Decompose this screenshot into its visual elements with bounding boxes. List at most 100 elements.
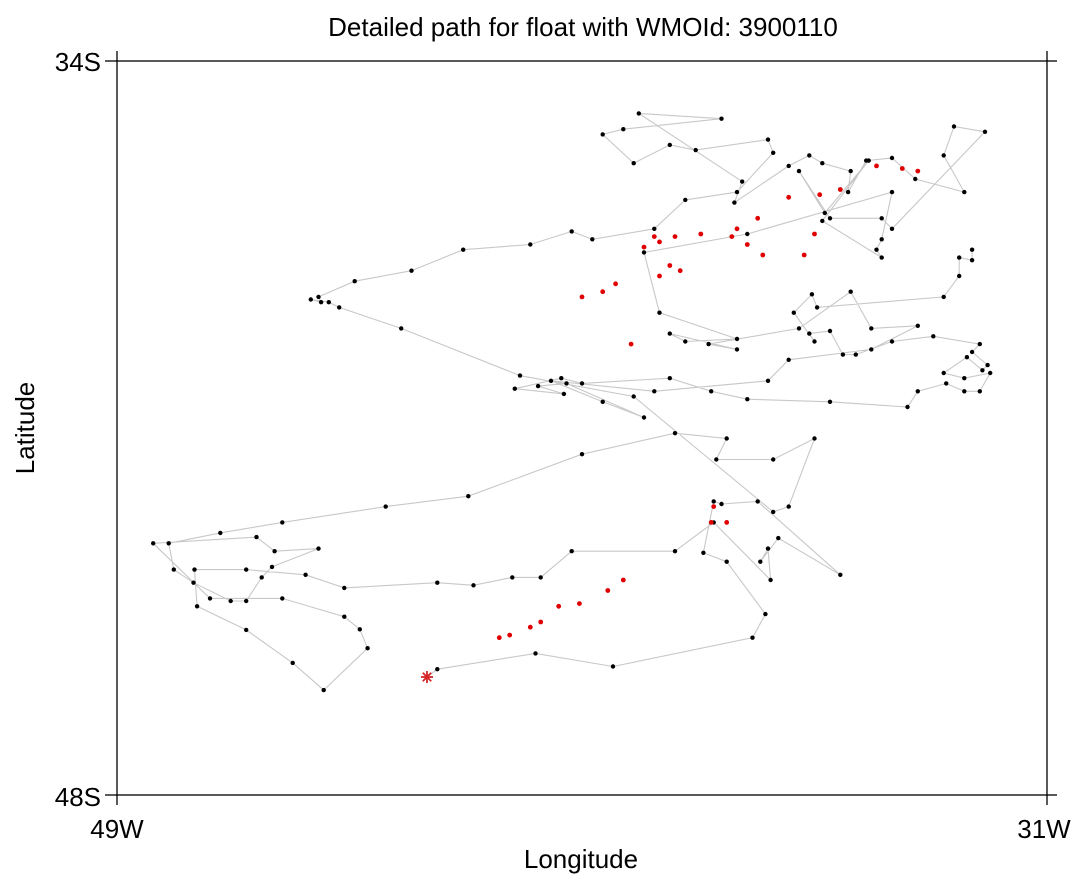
highlighted-point [657,239,662,245]
profile-point [316,294,321,300]
y-axis-label: Latitude [10,382,40,475]
profile-point [814,305,820,310]
profile-point [889,155,895,161]
highlighted-point [605,588,611,593]
profile-point [809,292,815,297]
plot-frame [116,60,1048,796]
profile-point [820,218,825,224]
profile-point [969,349,975,355]
profile-point [848,289,853,294]
highlighted-point [641,244,647,250]
profile-point [194,604,200,609]
highlighted-point [507,632,513,638]
profile-point [590,237,595,242]
profile-point [600,399,605,404]
profile-point [957,273,962,279]
profile-point [399,326,404,331]
profile-point [915,323,920,328]
profile-point [280,596,285,601]
profile-point [765,546,771,551]
profile-point [874,247,879,252]
profile-point [709,389,714,394]
highlighted-point [837,187,843,192]
profile-point [755,499,760,504]
profile-point [889,189,895,195]
highlighted-point [620,577,626,583]
profile-point [745,397,750,402]
highlighted-point [874,163,879,169]
profile-point [977,389,982,394]
profile-point [869,326,874,331]
profile-point [838,572,843,577]
profile-point [667,142,672,148]
profile-point [272,549,277,554]
profile-point [517,373,523,378]
profile-point [962,189,967,195]
highlighted-point [672,234,678,240]
profile-point [786,357,791,362]
profile-point [771,509,776,515]
profile-point [641,250,647,255]
profile-point [776,535,781,541]
highlighted-point [651,234,657,240]
profile-point [228,598,233,604]
profile-point [889,339,895,344]
highlighted-point [812,231,817,237]
highlighted-point [817,192,823,198]
profile-point [941,153,946,158]
profile-point [471,583,476,588]
profile-point [768,577,773,583]
highlighted-point [667,263,673,268]
profile-point [827,399,833,404]
profile-point [683,339,688,344]
profile-point [192,567,197,572]
profile-point [905,404,910,410]
profile-point [667,331,672,336]
profile-point [964,355,970,360]
profile-point [765,378,771,383]
chart-title: Detailed path for float with WMOId: 3900… [328,12,838,42]
profile-point [980,368,985,373]
profile-point [791,310,796,315]
y-tick-label-bottom: 48S [55,782,101,812]
profile-point [706,341,711,347]
profile-point [561,391,567,397]
x-axis-label: Longitude [524,844,638,874]
profile-point [337,305,342,310]
profile-point [631,394,636,399]
profile-point [548,378,554,383]
profile-point [683,197,688,203]
profile-point [171,567,176,572]
profile-point [701,550,706,555]
profile-point [512,386,517,391]
profile-point [763,611,768,617]
profile-point [786,163,791,169]
profile-point [409,268,414,273]
highlighted-point [915,168,921,174]
profile-point [528,242,533,247]
profile-point [308,297,313,302]
trajectory-line [151,112,992,691]
highlighted-point [744,242,750,247]
profile-point [579,452,585,457]
profile-point [280,520,285,525]
highlighted-point [708,520,714,525]
profile-point [244,627,249,633]
plot-area [105,51,1057,805]
profile-point [853,352,858,357]
profile-point [796,326,802,331]
profile-point [631,161,636,166]
profile-point [218,530,223,536]
profile-point [326,300,331,305]
profile-point [951,124,957,129]
profile-point [365,646,370,651]
profile-point [957,255,962,260]
highlighted-point [724,520,730,525]
profile-point [269,564,275,570]
profile-point [318,300,324,305]
profile-point [535,383,541,389]
profile-point [807,331,812,336]
profile-point [969,247,975,252]
profile-point [879,237,884,242]
x-tick-label-left: 49W [90,814,144,844]
